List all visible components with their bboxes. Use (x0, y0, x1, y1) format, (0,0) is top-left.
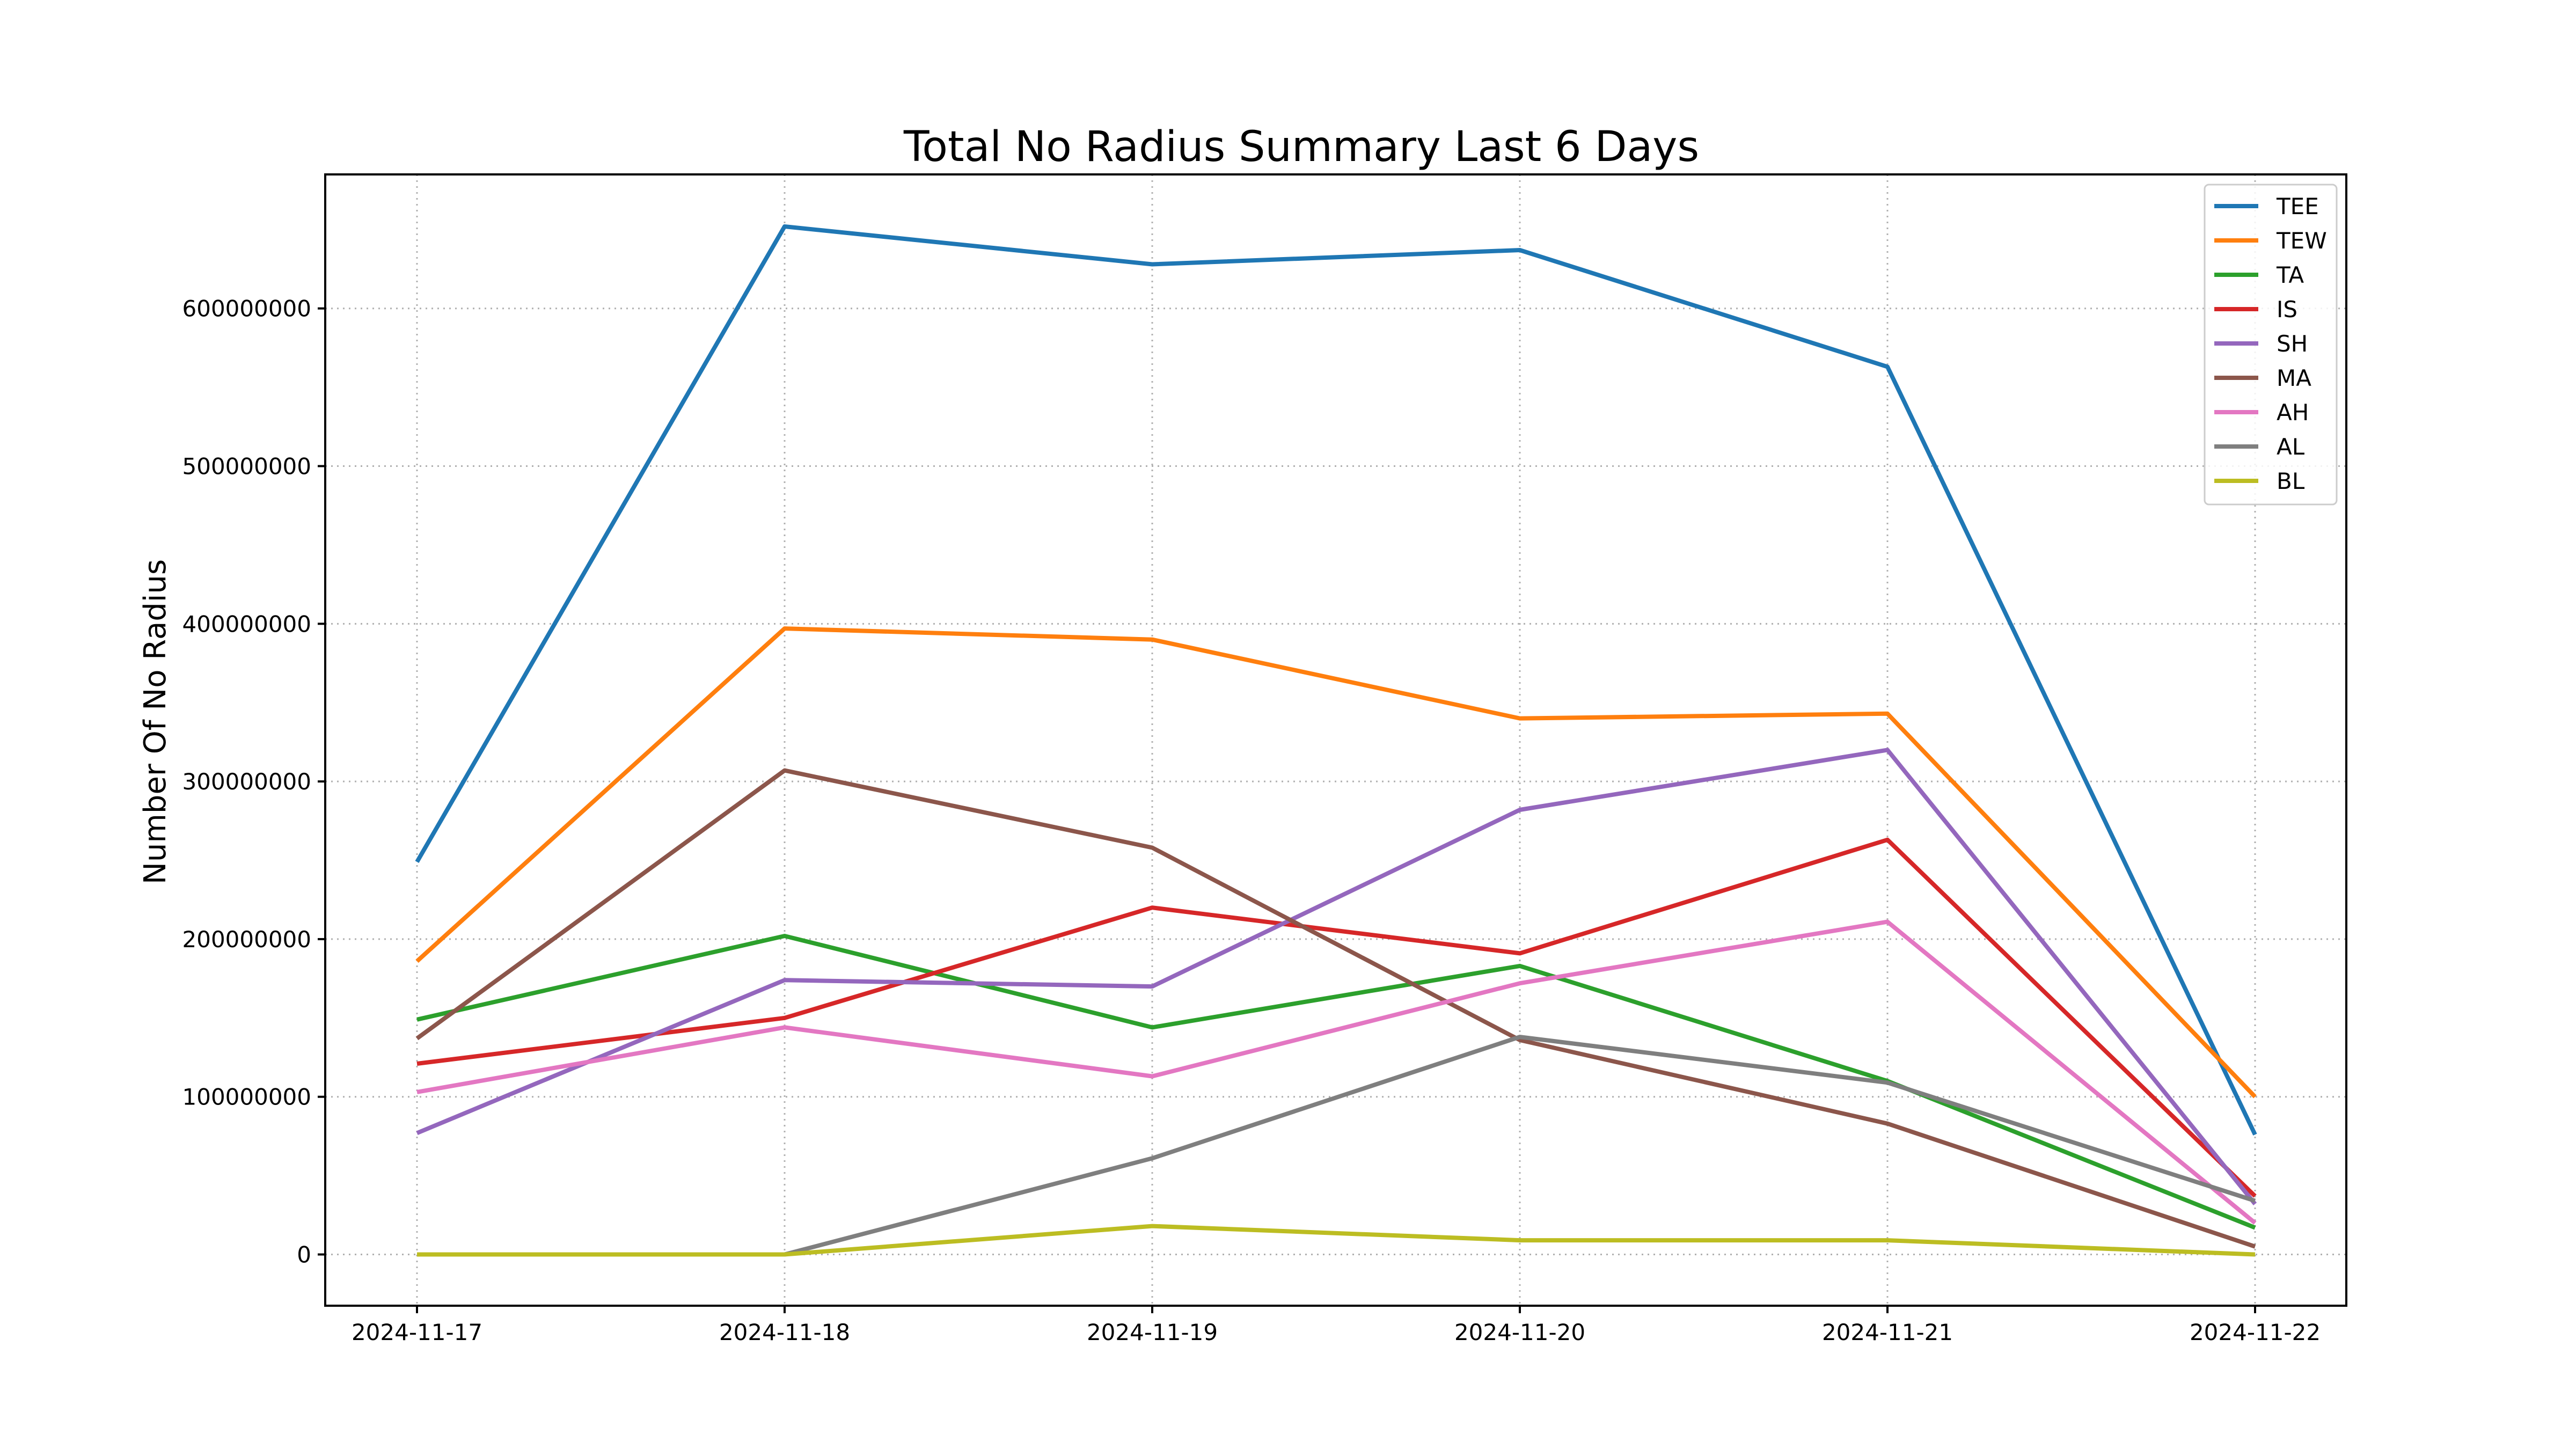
series-line-ta (416, 934, 2256, 1230)
y-tick-label: 100000000 (182, 1084, 312, 1110)
legend-label: SH (2277, 331, 2308, 357)
legend-label: TEW (2276, 228, 2327, 254)
series-lines (415, 224, 2257, 1257)
legend-label: BL (2277, 468, 2305, 494)
legend-label: AH (2277, 399, 2309, 426)
y-tick-label: 0 (297, 1242, 311, 1268)
x-tick-label: 2024-11-17 (352, 1319, 482, 1345)
x-tick-label: 2024-11-19 (1087, 1319, 1218, 1345)
y-tick-label: 600000000 (182, 296, 312, 322)
series-line-ah (416, 919, 2257, 1225)
y-axis-ticks: 0 100000000 200000000 300000000 400000000 500… (182, 296, 325, 1268)
chart-title: Total No Radius Summary Last 6 Days (903, 123, 1699, 171)
legend-label: IS (2277, 296, 2297, 323)
y-tick-label: 300000000 (182, 769, 312, 795)
y-axis-label: Number Of No Radius (138, 559, 173, 884)
y-tick-label: 400000000 (182, 611, 312, 637)
x-tick-label: 2024-11-21 (1822, 1319, 1953, 1345)
series-line-tew (415, 626, 2257, 1099)
series-line-bl (417, 1224, 2256, 1257)
series-line-sh (416, 748, 2257, 1206)
series-line-ma (415, 768, 2256, 1249)
legend-label: AL (2277, 434, 2305, 460)
y-tick-label: 200000000 (182, 926, 312, 953)
legend: TEE TEW TA IS SH MA AH AL BL (2204, 184, 2338, 506)
legend-frame (2204, 184, 2338, 506)
gridlines (325, 174, 2346, 1306)
x-tick-label: 2024-11-20 (1454, 1319, 1585, 1345)
legend-label: TA (2276, 262, 2304, 288)
x-axis-ticks: 2024-11-17 2024-11-18 2024-11-19 2024-11-20… (352, 1306, 2321, 1345)
legend-label: MA (2277, 365, 2311, 391)
y-tick-label: 500000000 (182, 453, 312, 480)
x-tick-label: 2024-11-22 (2190, 1319, 2321, 1345)
legend-label: TEE (2276, 193, 2319, 219)
series-line-al (784, 1035, 2256, 1257)
plot-frame (324, 173, 2347, 1307)
series-line-is (416, 837, 2257, 1198)
series-line-tee (415, 224, 2257, 1136)
x-tick-label: 2024-11-18 (719, 1319, 850, 1345)
